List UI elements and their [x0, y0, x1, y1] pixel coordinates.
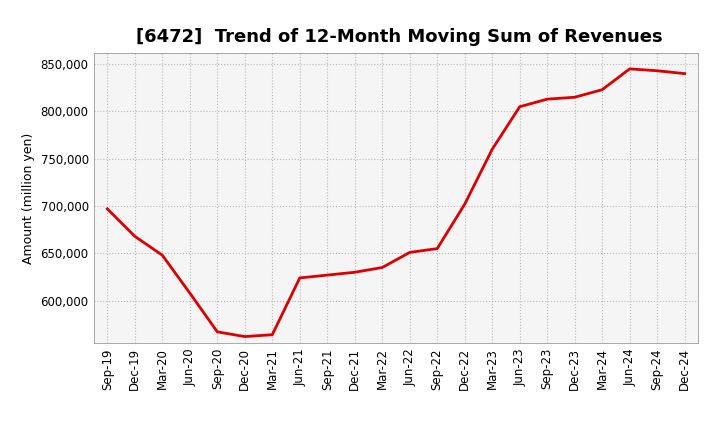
- Y-axis label: Amount (million yen): Amount (million yen): [22, 132, 35, 264]
- Text: [6472]  Trend of 12-Month Moving Sum of Revenues: [6472] Trend of 12-Month Moving Sum of R…: [136, 28, 662, 46]
